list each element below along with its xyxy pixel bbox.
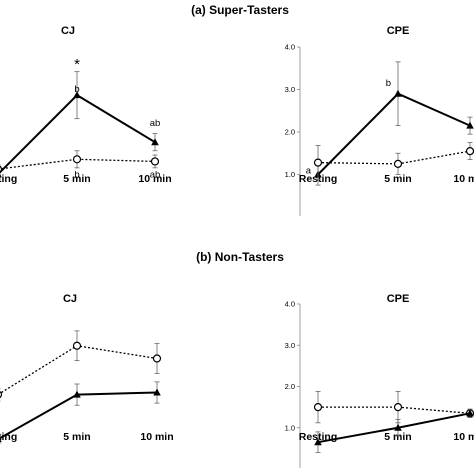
x-tick-label: 10 min: [453, 431, 474, 443]
y-tick-label: 1.0: [285, 170, 295, 179]
data-point-triangle: [394, 89, 402, 97]
section-title-super-tasters: (a) Super-Tasters: [191, 3, 289, 17]
group-letter: b: [74, 169, 79, 180]
x-tick-label: 10 min: [140, 431, 173, 443]
panel-title: CPE: [387, 293, 410, 305]
data-point-triangle: [314, 438, 322, 446]
data-point-circle: [72, 341, 82, 350]
section-title-non-tasters: (b) Non-Tasters: [196, 250, 284, 264]
data-point-triangle: [73, 390, 81, 398]
group-letter: a: [306, 165, 312, 176]
group-letter: ab: [150, 169, 161, 180]
data-point-circle: [313, 403, 323, 412]
y-tick-label: 4.0: [285, 43, 295, 52]
data-point-triangle: [394, 423, 402, 431]
data-point-circle: [393, 159, 403, 168]
panel-title: CJ: [61, 25, 75, 37]
series-line-solid: [317, 92, 471, 176]
data-point-triangle: [151, 138, 159, 146]
data-point-triangle: [466, 121, 474, 129]
x-tick-label: Resting: [0, 431, 17, 443]
series-line-dotted: [0, 345, 158, 395]
data-point-circle: [150, 157, 160, 166]
data-point-triangle: [153, 388, 161, 396]
chart-panel-3: CJ Resting 5 min 10 min: [0, 293, 174, 444]
data-point-triangle: [466, 409, 474, 417]
data-point-triangle: [73, 91, 81, 99]
group-letter: b: [74, 84, 79, 95]
data-point-circle: [72, 155, 82, 164]
y-tick-label: 3.0: [285, 341, 295, 350]
panel-title: CPE: [387, 25, 410, 37]
data-point-circle: [152, 354, 162, 363]
x-tick-label: 5 min: [63, 173, 90, 185]
significance-asterisk: *: [74, 56, 80, 73]
x-tick-label: Resting: [0, 173, 17, 185]
data-point-circle: [0, 165, 3, 173]
y-tick-label: 4.0: [285, 300, 295, 309]
y-tick-label: 3.0: [285, 85, 295, 94]
x-tick-label: 10 min: [138, 173, 171, 185]
data-point-triangle: [0, 173, 2, 178]
panel-title: CJ: [63, 293, 77, 305]
group-letter: b: [386, 78, 391, 89]
x-tick-label: 5 min: [63, 431, 90, 443]
series-line-dotted: [317, 150, 471, 165]
y-tick-label: 1.0: [285, 423, 295, 432]
data-point-circle: [313, 158, 323, 167]
data-point-circle: [465, 147, 474, 156]
group-letter: ab: [150, 118, 161, 129]
data-point-triangle: [0, 438, 2, 443]
x-tick-label: 5 min: [384, 173, 411, 185]
chart-panel-1: CJ Resting 5 min 10 min * b b ab ab: [0, 25, 172, 185]
data-point-circle: [393, 403, 403, 412]
x-tick-label: 5 min: [384, 431, 411, 443]
series-line-dotted: [318, 406, 471, 414]
y-tick-label: 2.0: [285, 128, 295, 137]
data-point-circle: [0, 391, 3, 399]
x-tick-label: 10 min: [453, 173, 474, 185]
y-tick-label: 2.0: [285, 382, 295, 391]
